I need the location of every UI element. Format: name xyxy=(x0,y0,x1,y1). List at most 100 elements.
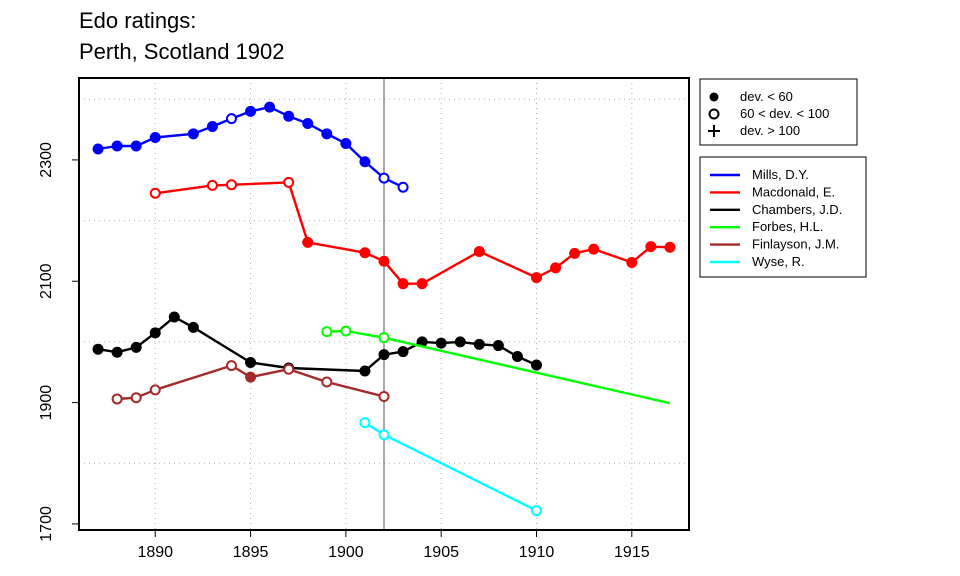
data-point xyxy=(302,118,314,130)
data-point xyxy=(111,140,123,152)
marker-legend-label: dev. < 60 xyxy=(740,89,793,104)
series xyxy=(149,176,676,290)
data-point xyxy=(302,236,314,248)
data-point xyxy=(111,393,123,405)
series-legend-label: Finlayson, J.M. xyxy=(752,237,839,252)
data-point xyxy=(149,131,161,143)
series xyxy=(321,325,671,405)
x-tick-label: 1890 xyxy=(137,544,173,561)
data-point xyxy=(226,360,237,372)
data-point xyxy=(378,429,390,441)
series-legend-label: Forbes, H.L. xyxy=(752,219,824,234)
data-point xyxy=(245,105,257,117)
axes: 1890 1895 1900 1905 1910 1915 1700 1900 2100 2300 xyxy=(38,142,650,561)
marker-legend-box xyxy=(699,78,858,146)
data-point xyxy=(531,505,542,517)
data-point xyxy=(359,365,371,377)
data-point xyxy=(397,278,409,290)
series-legend: Mills, D.Y. Macdonald, E. Chambers, J.D. Fo… xyxy=(699,156,867,278)
data-point xyxy=(130,341,142,353)
data-point xyxy=(397,181,409,193)
data-point xyxy=(340,138,352,150)
series-legend-label: Mills, D.Y. xyxy=(752,167,809,182)
data-point xyxy=(283,363,295,375)
marker-legend: dev. < 60 60 < dev. < 100 dev. > 100 xyxy=(699,78,858,146)
data-point xyxy=(359,156,371,168)
series-line xyxy=(326,329,671,405)
data-point xyxy=(531,272,542,284)
data-point xyxy=(226,179,237,191)
data-point xyxy=(245,371,257,383)
data-point xyxy=(473,246,485,258)
series xyxy=(92,311,542,377)
data-point xyxy=(283,110,295,122)
data-point xyxy=(321,376,333,388)
data-point xyxy=(454,336,466,348)
series-group xyxy=(92,101,676,517)
data-point xyxy=(283,176,295,188)
data-point xyxy=(531,359,542,371)
data-point xyxy=(416,278,428,290)
series xyxy=(359,417,542,517)
legends: dev. < 60 60 < dev. < 100 dev. > 100 Mills,… xyxy=(699,78,867,278)
data-point xyxy=(321,128,333,140)
data-point xyxy=(378,391,390,403)
legend-marker-open xyxy=(708,108,720,120)
y-tick-label: 1700 xyxy=(38,506,55,542)
series xyxy=(92,101,409,193)
series-line xyxy=(97,105,404,189)
chart-title: Edo ratings: xyxy=(79,8,197,33)
data-point xyxy=(359,417,371,429)
data-point xyxy=(206,121,218,133)
data-point xyxy=(492,340,504,352)
chart-subtitle: Perth, Scotland 1902 xyxy=(79,39,285,64)
data-point xyxy=(187,321,199,333)
x-tick-label: 1910 xyxy=(519,544,555,561)
data-point xyxy=(378,332,390,344)
data-point xyxy=(378,255,390,267)
data-point xyxy=(378,172,390,184)
series-legend-label: Wyse, R. xyxy=(752,254,805,269)
data-point xyxy=(473,338,485,350)
series-line xyxy=(97,315,537,373)
x-tick-label: 1905 xyxy=(423,544,459,561)
series-legend-box xyxy=(699,156,867,278)
data-point xyxy=(149,327,161,339)
marker-legend-label: dev. > 100 xyxy=(740,123,800,138)
y-tick-label: 1900 xyxy=(38,385,55,421)
data-point xyxy=(664,241,676,253)
data-point xyxy=(92,343,104,355)
data-point xyxy=(397,346,409,358)
data-point xyxy=(264,101,276,113)
data-point xyxy=(626,256,638,268)
y-tick-label: 2300 xyxy=(38,142,55,178)
data-point xyxy=(588,243,600,255)
data-point xyxy=(550,262,562,274)
data-point xyxy=(168,311,180,323)
data-point xyxy=(340,325,352,337)
legend-marker-filled xyxy=(709,92,719,102)
series xyxy=(111,360,390,405)
data-point xyxy=(130,140,142,152)
series-legend-label: Macdonald, E. xyxy=(752,184,835,199)
series-legend-label: Chambers, J.D. xyxy=(752,202,842,217)
data-point xyxy=(645,241,657,253)
data-point xyxy=(321,326,333,338)
plot-frame xyxy=(78,77,690,531)
data-point xyxy=(569,247,581,259)
data-point xyxy=(92,143,104,155)
x-tick-label: 1900 xyxy=(328,544,364,561)
data-point xyxy=(187,128,199,140)
data-point xyxy=(378,349,390,361)
data-point xyxy=(206,179,218,191)
data-point xyxy=(359,247,371,259)
x-tick-label: 1915 xyxy=(614,544,650,561)
data-point xyxy=(149,384,161,396)
data-point xyxy=(111,346,123,358)
data-point xyxy=(226,113,237,125)
series-line xyxy=(155,181,670,285)
marker-legend-label: 60 < dev. < 100 xyxy=(740,106,829,121)
data-point xyxy=(511,350,523,362)
y-tick-label: 2100 xyxy=(38,263,55,299)
